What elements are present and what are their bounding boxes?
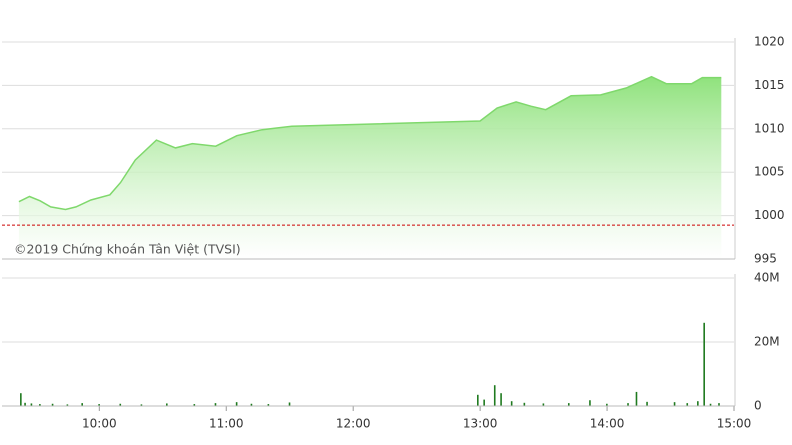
x-tick-label: 13:00 — [463, 417, 498, 431]
volume-bar — [267, 404, 270, 406]
volume-bar — [686, 403, 689, 406]
volume-bar — [589, 400, 591, 406]
volume-bar — [493, 385, 496, 406]
y-tick-label: 1015 — [754, 78, 785, 92]
y-tick-label: 40M — [754, 271, 780, 285]
volume-bar — [673, 402, 676, 406]
volume-bar — [235, 402, 238, 406]
volume-bar — [30, 403, 33, 406]
volume-bar — [510, 401, 513, 406]
volume-bar — [39, 404, 41, 406]
price-line — [18, 75, 722, 211]
volume-bar — [477, 394, 479, 406]
volume-bar — [500, 393, 502, 406]
volume-bar — [81, 403, 83, 406]
x-tick-label: 11:00 — [209, 417, 244, 431]
x-tick-label: 14:00 — [590, 417, 625, 431]
volume-bar — [119, 403, 122, 406]
watermark: ©2019 Chứng khoán Tân Việt (TVSI) — [14, 242, 241, 257]
x-tick-label: 10:00 — [82, 417, 117, 431]
volume-bar — [606, 403, 608, 406]
y-tick-label: 1020 — [754, 35, 785, 49]
volume-bar — [98, 404, 100, 406]
volume-bar — [697, 401, 699, 406]
y-tick-label: 0 — [754, 399, 762, 413]
area-fill — [18, 76, 722, 259]
volume-bar — [214, 403, 217, 406]
volume-bar — [51, 403, 54, 406]
volume-bar — [24, 402, 26, 406]
volume-bar — [627, 403, 629, 406]
volume-bar — [542, 403, 545, 406]
volume-bar — [66, 404, 69, 406]
volume-bar — [709, 403, 712, 406]
volume-bar — [718, 403, 720, 406]
volume-bar — [20, 393, 22, 406]
volume-bar — [166, 403, 168, 406]
volume-bar — [703, 322, 705, 406]
volume-bar — [567, 403, 570, 406]
volume-bar — [193, 404, 196, 406]
volume-bar — [523, 402, 526, 406]
y-tick-label: 1010 — [754, 121, 785, 135]
x-tick-label: 12:00 — [336, 417, 371, 431]
y-tick-label: 995 — [754, 252, 777, 266]
volume-bar — [250, 403, 253, 406]
volume-bar — [288, 402, 291, 406]
volume-bar — [483, 399, 485, 406]
volume-bar — [635, 391, 638, 406]
y-tick-label: 1005 — [754, 165, 785, 179]
volume-bar — [646, 401, 648, 406]
y-tick-label: 20M — [754, 335, 780, 349]
volume-bar — [140, 404, 143, 406]
x-tick-label: 15:00 — [717, 417, 752, 431]
y-tick-label: 1000 — [754, 208, 785, 222]
